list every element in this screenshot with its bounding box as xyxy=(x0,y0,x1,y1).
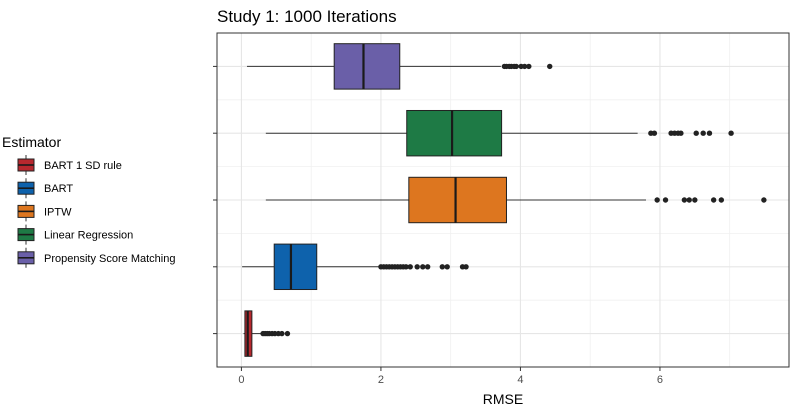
x-tick-label: 0 xyxy=(238,374,244,386)
outlier-point xyxy=(279,330,285,337)
outlier-point xyxy=(651,130,658,136)
outlier-point xyxy=(693,130,699,136)
plot-area: 0 2 4 6 xyxy=(213,32,790,386)
box-iqr xyxy=(406,109,503,157)
chart-title: Study 1: 1000 Iterations xyxy=(217,7,397,26)
outlier-point xyxy=(654,197,660,203)
outlier-point xyxy=(463,264,469,270)
outlier-point xyxy=(521,63,528,70)
outlier-point xyxy=(686,197,692,203)
legend-entries: BART 1 SD rule BART IPTW Linear Regression P… xyxy=(17,155,175,268)
legend-item: BART 1 SD rule xyxy=(17,155,122,175)
box-iqr xyxy=(333,43,401,90)
outlier-point xyxy=(547,63,553,70)
box-iqr xyxy=(408,176,507,224)
outlier-point xyxy=(414,264,420,270)
legend-item: Linear Regression xyxy=(17,224,133,245)
box-propensity-score-matching xyxy=(246,43,553,90)
outlier-point xyxy=(439,264,446,270)
box-bart-1-sd-rule xyxy=(243,310,291,357)
outlier-point xyxy=(761,197,767,203)
outlier-point xyxy=(403,264,409,270)
outlier-point xyxy=(424,264,431,270)
outlier-point xyxy=(444,264,450,270)
outlier-point xyxy=(420,264,426,270)
box-iptw xyxy=(265,176,767,224)
legend-label: Propensity Score Matching xyxy=(44,253,175,265)
outlier-point xyxy=(706,130,713,136)
outlier-point xyxy=(718,197,725,203)
x-tick-label: 2 xyxy=(378,374,384,386)
outlier-point xyxy=(710,197,717,203)
legend-item: Propensity Score Matching xyxy=(17,247,175,268)
legend-label: Linear Regression xyxy=(44,230,133,242)
outlier-point xyxy=(662,197,669,203)
outlier-point xyxy=(284,330,291,337)
x-tick-label: 6 xyxy=(657,374,663,386)
legend-item: IPTW xyxy=(17,201,72,222)
outlier-point xyxy=(526,63,532,70)
outlier-point xyxy=(728,130,734,136)
box-linear-regression xyxy=(265,109,734,157)
legend-label: BART 1 SD rule xyxy=(44,160,122,172)
box-iqr xyxy=(273,243,318,291)
legend-label: IPTW xyxy=(44,206,72,218)
outlier-point xyxy=(678,130,684,136)
legend: Estimator BART 1 SD rule BART IPTW Linear R… xyxy=(2,134,175,268)
outlier-point xyxy=(513,63,519,70)
outlier-point xyxy=(681,197,688,203)
x-tick-label: 4 xyxy=(517,374,523,386)
legend-label: BART xyxy=(44,183,73,195)
outlier-point xyxy=(692,197,698,203)
legend-item: BART xyxy=(17,178,73,199)
outlier-point xyxy=(700,130,706,136)
box-bart xyxy=(242,243,469,291)
legend-title: Estimator xyxy=(2,134,61,150)
x-axis-label: RMSE xyxy=(483,391,523,407)
outlier-point xyxy=(407,264,413,270)
